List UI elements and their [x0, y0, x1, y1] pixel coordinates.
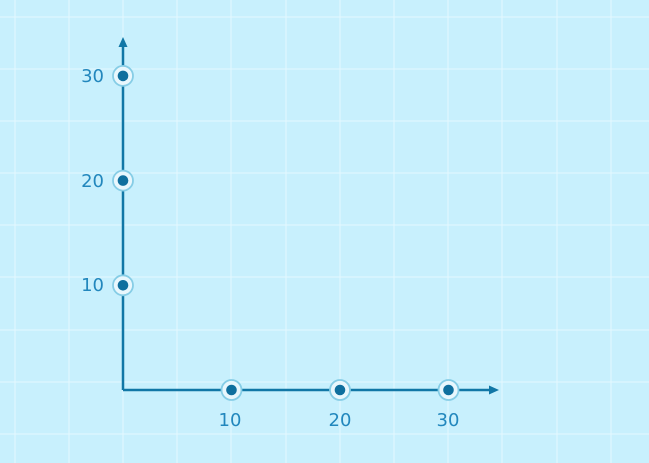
y-tick-label-30: 30 — [81, 66, 104, 87]
data-point — [334, 384, 346, 396]
y-axis-arrowhead — [118, 37, 128, 47]
data-point — [443, 384, 454, 396]
data-point — [117, 175, 129, 186]
x-tick-label-20: 20 — [329, 410, 352, 431]
x-axis-arrowhead — [489, 385, 499, 395]
data-point — [117, 280, 129, 291]
data-point — [117, 70, 129, 82]
x-tick-label-10: 10 — [219, 410, 242, 431]
y-tick-label-10: 10 — [81, 275, 104, 296]
data-points — [112, 65, 460, 401]
data-point — [226, 384, 237, 396]
x-tick-label-30: 30 — [437, 410, 460, 431]
y-tick-label-20: 20 — [81, 171, 104, 192]
